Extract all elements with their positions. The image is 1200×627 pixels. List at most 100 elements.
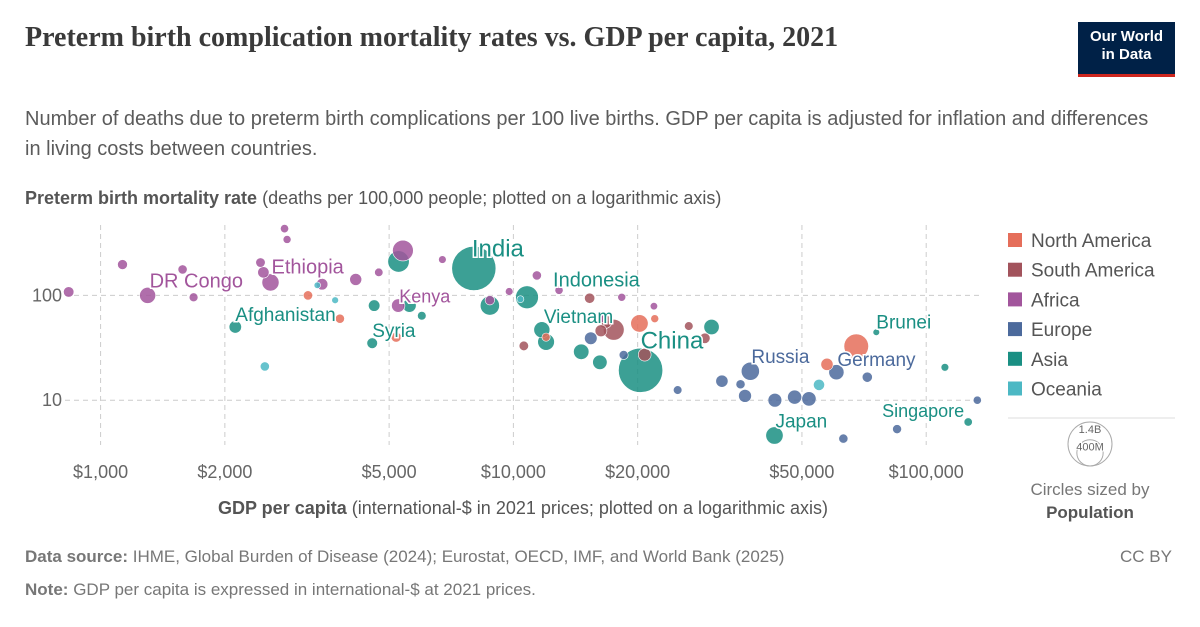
- bubble: [541, 332, 551, 342]
- bubble: [518, 340, 529, 351]
- point-label: India: [472, 235, 525, 262]
- size-legend-label: 1.4B: [1079, 424, 1102, 436]
- bubble: [392, 239, 414, 262]
- bubble: [649, 302, 658, 311]
- y-tick-label: 10: [42, 390, 62, 410]
- size-legend-title: Circles sized by: [1030, 480, 1150, 499]
- legend-swatch: [1008, 322, 1022, 337]
- bubble: [765, 426, 784, 445]
- legend-label: South America: [1031, 261, 1155, 282]
- bubble: [650, 314, 660, 323]
- legend-label: Europe: [1031, 320, 1092, 341]
- bubble: [303, 290, 313, 301]
- y-axis-title: Preterm birth mortality rate (deaths per…: [25, 188, 721, 208]
- chart-title: Preterm birth complication mortality rat…: [25, 22, 839, 53]
- bubble: [505, 287, 514, 296]
- bubble: [451, 246, 497, 291]
- point-label: Syria: [372, 321, 416, 342]
- bubble: [484, 295, 495, 306]
- bubble: [699, 332, 711, 344]
- bubble: [573, 343, 590, 360]
- point-label: Germany: [837, 350, 916, 371]
- bubble: [618, 347, 664, 393]
- logo[interactable]: Our World in Data: [1078, 22, 1175, 77]
- bubble: [617, 292, 627, 302]
- points: [63, 224, 982, 445]
- license[interactable]: CC BY: [1120, 547, 1172, 566]
- bubble: [843, 333, 869, 359]
- point-label: Japan: [775, 412, 827, 433]
- point-label: Ethiopia: [271, 256, 344, 278]
- point-label: Brunei: [876, 312, 931, 333]
- bubble: [117, 259, 128, 270]
- point-label: Vietnam: [544, 307, 613, 328]
- bubble: [139, 287, 156, 304]
- bubble: [584, 292, 596, 304]
- bubble: [618, 350, 629, 360]
- point-label: Kenya: [399, 287, 451, 307]
- bubble: [820, 357, 834, 371]
- x-axis-title-note: (international-$ in 2021 prices; plotted…: [352, 498, 828, 518]
- bubble: [801, 391, 817, 407]
- x-tick-label: $100,000: [889, 462, 964, 482]
- bubble: [637, 347, 652, 362]
- legend-label: Oceania: [1031, 380, 1102, 401]
- source-note: Data source: IHME, Global Burden of Dise…: [25, 547, 784, 567]
- legend-swatch: [1008, 381, 1022, 396]
- legend-swatch: [1008, 262, 1022, 277]
- bubble: [828, 364, 845, 381]
- bubble: [838, 433, 849, 444]
- bubble: [228, 320, 242, 334]
- bubble: [368, 299, 381, 312]
- bubble: [592, 354, 608, 370]
- legend-label: Asia: [1031, 350, 1068, 371]
- size-legend-circle: [1076, 439, 1104, 467]
- bubble: [673, 385, 683, 395]
- bubble: [390, 331, 402, 343]
- legend-swatch: [1008, 351, 1022, 366]
- y-axis-title-note: (deaths per 100,000 people; plotted on a…: [262, 188, 721, 208]
- x-axis-title: GDP per capita (international-$ in 2021 …: [218, 498, 828, 518]
- bubble: [738, 389, 752, 403]
- x-tick-label: $2,000: [197, 462, 252, 482]
- point-label: DR Congo: [150, 270, 243, 292]
- bubble: [63, 286, 75, 298]
- bubble: [972, 395, 982, 405]
- x-tick-label: $5,000: [362, 462, 417, 482]
- bubble: [516, 295, 525, 304]
- source-text: IHME, Global Burden of Disease (2024); E…: [132, 547, 785, 566]
- bubble: [594, 324, 608, 337]
- x-tick-label: $10,000: [481, 462, 546, 482]
- bubble: [715, 374, 729, 388]
- chart-subtitle: Number of deaths due to preterm birth co…: [25, 108, 1149, 160]
- bubble: [282, 235, 292, 244]
- bubble: [259, 361, 270, 372]
- bubble: [584, 331, 598, 345]
- bubble: [257, 266, 270, 279]
- logo-line: in Data: [1101, 46, 1152, 63]
- bubble: [787, 389, 803, 405]
- bubble: [531, 270, 542, 281]
- bubble: [813, 379, 825, 391]
- x-tick-label: $20,000: [605, 462, 670, 482]
- source-label: Data source:: [25, 547, 128, 566]
- bubble: [630, 314, 649, 333]
- bubble: [261, 273, 280, 292]
- legend-swatch: [1008, 292, 1022, 307]
- bubble: [684, 321, 694, 331]
- bubble: [331, 296, 339, 304]
- point-label: Singapore: [882, 401, 964, 421]
- bubble: [313, 281, 321, 289]
- x-tick-label: $50,000: [769, 462, 834, 482]
- bubble: [438, 255, 447, 264]
- y-tick-label: 100: [32, 285, 62, 305]
- bubble: [892, 424, 902, 434]
- bubble: [963, 417, 973, 427]
- point-label: China: [641, 327, 704, 354]
- bubble: [872, 328, 880, 336]
- bubble: [417, 311, 427, 321]
- size-legend-label: 400M: [1076, 442, 1104, 454]
- x-axis-title-main: GDP per capita: [218, 498, 348, 518]
- legend-swatch: [1008, 233, 1022, 247]
